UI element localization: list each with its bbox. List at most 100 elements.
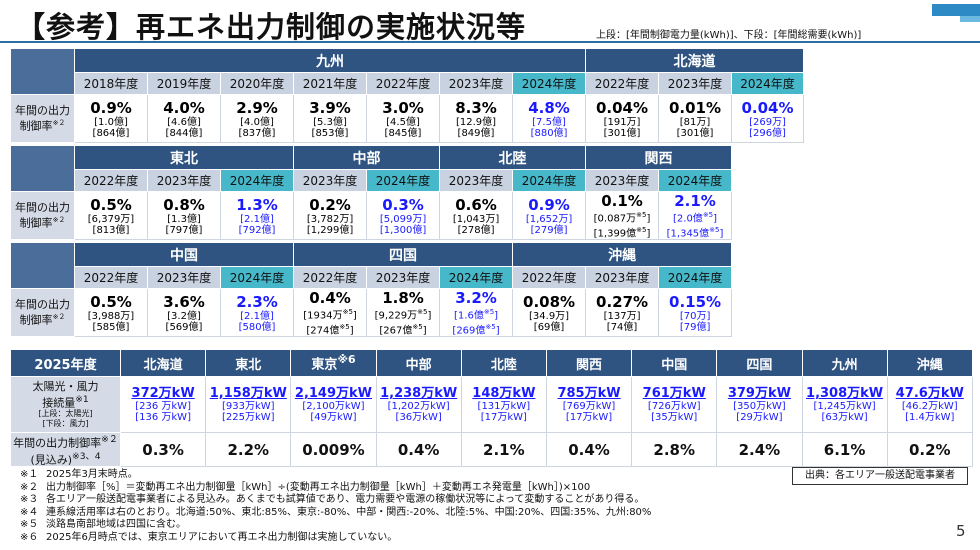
solar-capacity: [933万kW] — [221, 401, 275, 412]
curtailment-rate: 0.15% — [669, 292, 722, 311]
total-demand: [844億] — [165, 127, 203, 139]
total-capacity: 148万kW — [472, 386, 536, 401]
curtailed-energy: [2.1億] — [240, 213, 274, 225]
table-tohoku-chubu-hokuriku-kansai: 東北 中部 北陸 関西 2022年度 2023年度 2024年度 2023年度 2024年度 20… — [10, 145, 733, 240]
curtailment-rate: 0.1% — [601, 192, 643, 211]
fiscal-year-header: 2023年度 — [366, 266, 441, 289]
rate-cell: 0.9% [1,652万] [279億] — [512, 191, 587, 240]
rate-cell: 0.04% [191万] [301億] — [585, 94, 660, 143]
footnote-number: ※１ — [20, 469, 39, 480]
row-label-rate: 年間の出力 制御率※２ — [10, 288, 75, 337]
footnote-mark: ※２ — [52, 216, 66, 225]
forecast-rate-cell: 2.4% — [716, 431, 803, 468]
curtailed-energy: [5.3億] — [313, 116, 347, 128]
page-title: 【参考】再エネ出力制御の実施状況等 — [16, 10, 527, 44]
footnote-mark: ※２ — [52, 119, 66, 128]
fiscal-year-header: 2020年度 — [220, 72, 294, 95]
forecast-rate-cell: 0.4% — [545, 431, 633, 468]
footnote-mark: ※5 — [342, 308, 353, 317]
table-corner — [10, 145, 75, 192]
region-header: 関西 — [545, 349, 633, 377]
rate-cell: 3.9% [5.3億] [853億] — [293, 94, 367, 143]
curtailment-rate: 0.04% — [595, 98, 649, 117]
wind-capacity: [63万kW] — [821, 412, 868, 423]
rate-cell: 1.8% [9,229万※5] [267億※5] — [366, 288, 441, 337]
wind-capacity: [17万kW] — [565, 412, 613, 423]
total-demand: [278億] — [457, 224, 495, 236]
total-demand: [853億] — [311, 127, 349, 139]
table-chugoku-shikoku-okinawa: 中国 四国 沖縄 2022年度 2023年度 2024年度 2022年度 2023年度 2024… — [10, 242, 733, 337]
fiscal-year-header: 2024年度 — [658, 169, 733, 192]
curtailed-energy: [6,379万] — [87, 213, 135, 225]
total-capacity: 372万kW — [131, 386, 195, 401]
curtailment-rate: 0.27% — [596, 292, 649, 311]
solar-capacity: [350万kW] — [733, 401, 786, 412]
rate-cell: 0.15% [70万] [79億] — [658, 288, 733, 337]
table-corner — [10, 48, 75, 95]
total-capacity: 1,238万kW — [380, 386, 458, 401]
region-header: 中部 — [293, 145, 441, 170]
rate-cell: 0.6% [1,043万] [278億] — [439, 191, 514, 240]
footnote-line: ※１ 2025年3月末時点。 — [20, 469, 651, 482]
total-capacity: 47.6万kW — [895, 386, 964, 401]
capacity-cell: 47.6万kW [46.2万kW] [1.4万kW] — [886, 376, 973, 433]
fiscal-year-header: 2023年度 — [585, 169, 660, 192]
rate-cell: 0.5% [6,379万] [813億] — [74, 191, 148, 240]
rate-cell: 4.8% [7.5億] [880億] — [511, 94, 587, 143]
forecast-rate: 2.2% — [227, 441, 270, 460]
fiscal-year-header: 2022年度 — [293, 266, 368, 289]
total-demand: [845億] — [384, 127, 422, 139]
capacity-cell: 372万kW [236 万kW] [136 万kW] — [119, 376, 207, 433]
rate-cell: 1.3% [2.1億] [792億] — [219, 191, 295, 240]
region-header: 北海道 — [585, 48, 804, 73]
forecast-rate: 2.1% — [483, 441, 525, 460]
curtailed-energy: [1.3億] — [167, 213, 201, 225]
fiscal-year-header: 2018年度 — [74, 72, 148, 95]
total-demand: [1,299億] — [306, 224, 354, 236]
forecast-rate: 0.3% — [142, 441, 184, 460]
total-capacity: 761万kW — [642, 386, 706, 401]
total-demand: [580億] — [238, 321, 276, 333]
footnote-mark: ※5 — [709, 225, 720, 234]
footnotes: ※１ 2025年3月末時点。 ※２ 出力制御率［%］＝変動再エネ出力制御量［kWh］÷… — [20, 469, 651, 544]
footnote-mark: ※5 — [483, 308, 495, 317]
footnote-mark: ※5 — [636, 211, 647, 220]
curtailed-energy: [70万] — [679, 310, 711, 322]
curtailment-rate: 4.8% — [528, 98, 570, 117]
fiscal-year-header: 2025年度 — [10, 349, 121, 377]
fiscal-year-header: 2024年度 — [658, 266, 733, 289]
wind-capacity: [36万kW] — [395, 412, 442, 423]
curtailment-rate: 2.3% — [236, 292, 278, 311]
region-header: 東北 — [205, 349, 292, 377]
solar-capacity: [2,100万kW] — [302, 401, 365, 412]
curtailed-energy: [1934万※5] — [303, 308, 357, 322]
accent-bar — [932, 4, 980, 16]
curtailed-energy: [1,652万] — [525, 213, 573, 225]
row-sub-label: [上段：太陽光] — [38, 409, 93, 419]
row-label-forecast-rate: 年間の出力制御率※２ (見込み)※3、4 — [10, 431, 121, 468]
capacity-cell: 1,158万kW [933万kW] [225万kW] — [205, 376, 292, 433]
total-capacity: 2,149万kW — [294, 386, 373, 401]
curtailed-energy: [0.087万※5] — [593, 211, 651, 225]
region-header: 九州 — [801, 349, 888, 377]
total-demand: [279億] — [530, 224, 568, 236]
region-header: 中部 — [375, 349, 462, 377]
curtailed-energy: [137万] — [603, 310, 641, 322]
region-header: 北陸 — [439, 145, 587, 170]
region-header: 中国 — [631, 349, 718, 377]
curtailment-rate: 0.9% — [528, 195, 570, 214]
curtailed-energy: [1,043万] — [452, 213, 500, 225]
footnote-text: 出力制御率［%］＝変動再エネ出力制御量［kWh］÷(変動再エネ出力制御量［kWh… — [46, 481, 591, 493]
fiscal-year-header: 2023年度 — [585, 266, 660, 289]
total-demand: [269億※5] — [452, 322, 500, 336]
total-demand: [880億] — [530, 127, 568, 139]
footnote-number: ※２ — [20, 481, 39, 493]
curtailment-rate: 0.5% — [90, 195, 132, 214]
title-rule — [0, 41, 980, 43]
footnote-mark: ※２ — [52, 313, 66, 322]
curtailed-energy: [3,782万] — [306, 213, 354, 225]
footnote-text: 連系線活用率は右のとおり。北海道:50%、東北:85%、東京:-80%、中部・関… — [46, 506, 652, 518]
total-demand: [864億] — [92, 127, 130, 139]
rate-cell: 3.2% [1.6億※5] [269億※5] — [439, 288, 514, 337]
curtailed-energy: [2.1億] — [240, 310, 274, 322]
